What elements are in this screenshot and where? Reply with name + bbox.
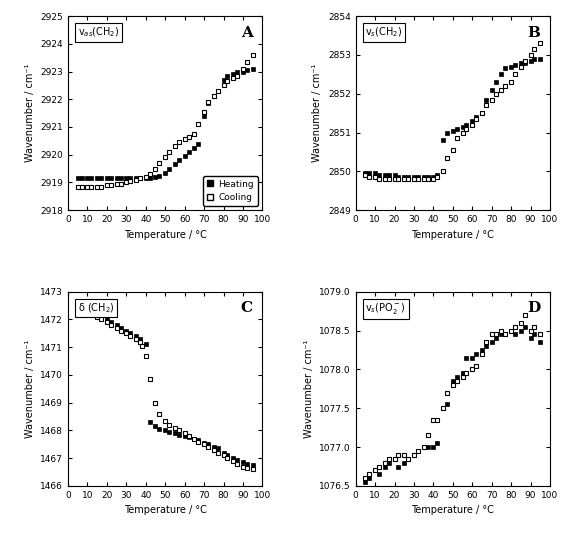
Text: B: B: [527, 26, 540, 40]
Text: D: D: [527, 302, 540, 316]
X-axis label: Temperature / °C: Temperature / °C: [124, 505, 206, 515]
Text: v$_s$(PO$_2^-$): v$_s$(PO$_2^-$): [365, 302, 406, 317]
Text: A: A: [241, 26, 253, 40]
Text: v$_{as}$(CH$_2$): v$_{as}$(CH$_2$): [78, 26, 119, 40]
Y-axis label: Wavenumber / cm⁻¹: Wavenumber / cm⁻¹: [303, 340, 314, 438]
X-axis label: Temperature / °C: Temperature / °C: [412, 505, 494, 515]
Text: v$_s$(CH$_2$): v$_s$(CH$_2$): [365, 26, 403, 40]
Y-axis label: Wavenumber / cm⁻¹: Wavenumber / cm⁻¹: [25, 340, 35, 438]
Text: δ (CH$_2$): δ (CH$_2$): [78, 302, 115, 315]
X-axis label: Temperature / °C: Temperature / °C: [412, 230, 494, 240]
X-axis label: Temperature / °C: Temperature / °C: [124, 230, 206, 240]
Legend: Heating, Cooling: Heating, Cooling: [204, 176, 258, 206]
Y-axis label: Wavenumber / cm⁻¹: Wavenumber / cm⁻¹: [25, 64, 35, 162]
Y-axis label: Wavenumber / cm⁻¹: Wavenumber / cm⁻¹: [312, 64, 323, 162]
Text: C: C: [240, 302, 253, 316]
